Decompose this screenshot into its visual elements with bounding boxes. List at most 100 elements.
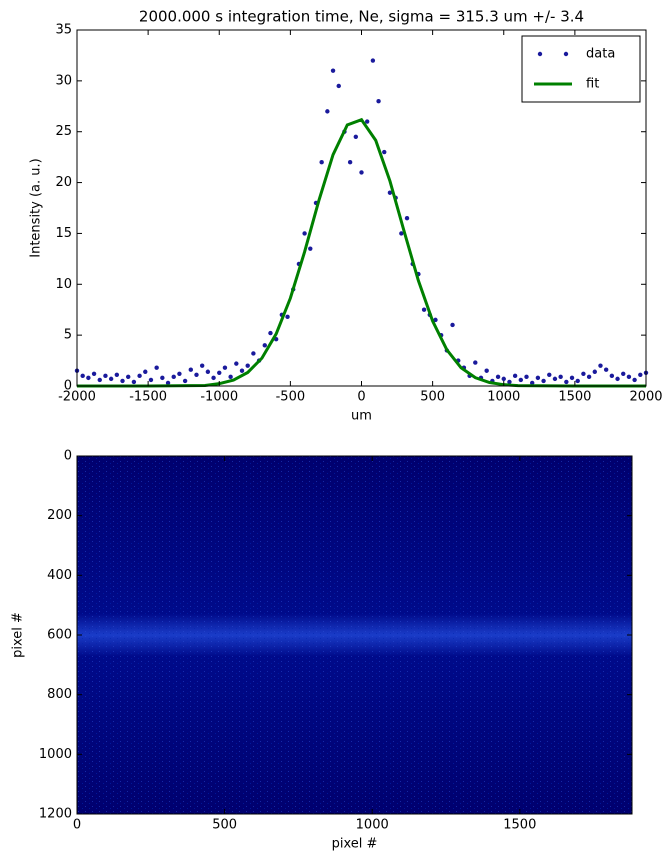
x-tick-label: 0 (73, 818, 81, 833)
x-tick-label: 1500 (558, 390, 591, 405)
y-tick-label: 1000 (39, 747, 72, 762)
data-point (370, 58, 376, 63)
data-point (194, 372, 199, 378)
data-point (376, 99, 381, 104)
data-point (347, 160, 353, 165)
data-point (302, 231, 307, 236)
data-point (245, 363, 250, 368)
data-point (308, 246, 313, 251)
data-point (228, 374, 233, 380)
data-point (592, 369, 597, 374)
data-point (638, 372, 643, 378)
y-tick-label: 200 (47, 508, 72, 523)
data-point (217, 370, 222, 375)
y-tick-label: 30 (55, 73, 72, 88)
data-point (615, 376, 620, 382)
data-point (626, 374, 632, 380)
data-point (473, 360, 478, 365)
data-point (581, 371, 586, 376)
data-point (609, 373, 615, 379)
data-point (80, 373, 85, 379)
data-point (330, 68, 336, 73)
y-tick-label: 600 (47, 628, 72, 643)
x-tick-label: 500 (420, 390, 445, 405)
y-tick-label: 800 (47, 687, 72, 702)
data-point (541, 378, 546, 384)
y-tick-label: 0 (64, 449, 72, 464)
data-point (97, 377, 102, 383)
data-point (103, 373, 108, 379)
data-point (268, 330, 273, 336)
plot: -2000 -1500 -1000 -500 0 500 1000 1500 2000 0 5 10 1… (55, 23, 662, 405)
x-tick-label: -1000 (200, 390, 238, 405)
data-point (239, 368, 245, 373)
data-point (399, 231, 404, 236)
chart-title: 2000.000 s integration time, Ne, sigma =… (139, 8, 584, 26)
data-point (251, 351, 256, 356)
legend-marker (563, 51, 569, 57)
data-point (262, 343, 267, 348)
y-axis-label: pixel # (11, 612, 26, 658)
y-tick-label: 15 (55, 226, 72, 241)
data-point (120, 378, 125, 384)
data-point (421, 307, 427, 312)
image-noise (77, 456, 632, 814)
data-point (450, 322, 455, 328)
data-point (182, 378, 188, 384)
legend-box (521, 35, 641, 103)
x-tick-label: -500 (276, 390, 306, 405)
data-point (364, 119, 370, 124)
data-point (518, 377, 524, 383)
plot: 0 500 1000 1500 0 200 400 600 800 1000 1200 (39, 449, 633, 833)
data-point (205, 369, 211, 374)
y-tick-label: 5 (64, 328, 72, 343)
data-point (404, 215, 410, 221)
data-point (336, 83, 341, 89)
x-axis-label: pixel # (332, 837, 378, 852)
x-tick-label: 1000 (487, 390, 520, 405)
data-point (285, 314, 290, 320)
data-point (108, 376, 114, 382)
legend-label: data (586, 47, 615, 62)
data-point (353, 134, 359, 139)
data-point (575, 378, 580, 384)
data-point (160, 375, 165, 381)
data-point (188, 367, 193, 372)
data-point (598, 363, 603, 368)
x-tick-label: 1000 (356, 818, 389, 833)
y-tick-label: 20 (55, 175, 72, 190)
data-point (512, 373, 518, 379)
data-point (621, 371, 626, 376)
data-point (382, 149, 387, 155)
data-point (171, 374, 176, 380)
data-point (586, 374, 592, 380)
data-point (603, 367, 609, 372)
data-point (387, 190, 393, 195)
x-tick-label: 500 (212, 818, 237, 833)
data-point (114, 372, 120, 378)
fit-line (77, 117, 646, 388)
data-point (433, 317, 438, 323)
x-tick-label: 2000 (629, 390, 662, 405)
data-point (165, 380, 171, 386)
data-point (524, 374, 529, 380)
legend-marker (537, 51, 543, 57)
data-point (211, 375, 216, 381)
y-tick-label: 25 (55, 124, 72, 139)
data-point (484, 368, 489, 373)
data-point (569, 375, 575, 381)
data-point (359, 170, 364, 175)
x-tick-label: -2000 (58, 390, 96, 405)
x-tick-label: 1500 (503, 818, 536, 833)
y-tick-label: 400 (47, 568, 72, 583)
y-tick-label: 35 (55, 23, 72, 38)
y-tick-label: 0 (64, 379, 72, 394)
data-point (319, 160, 324, 165)
data-point (199, 363, 205, 368)
data-point (547, 372, 552, 378)
data-point (148, 377, 154, 383)
data-point (137, 373, 142, 379)
data-point (154, 365, 159, 370)
data-point (91, 371, 97, 376)
